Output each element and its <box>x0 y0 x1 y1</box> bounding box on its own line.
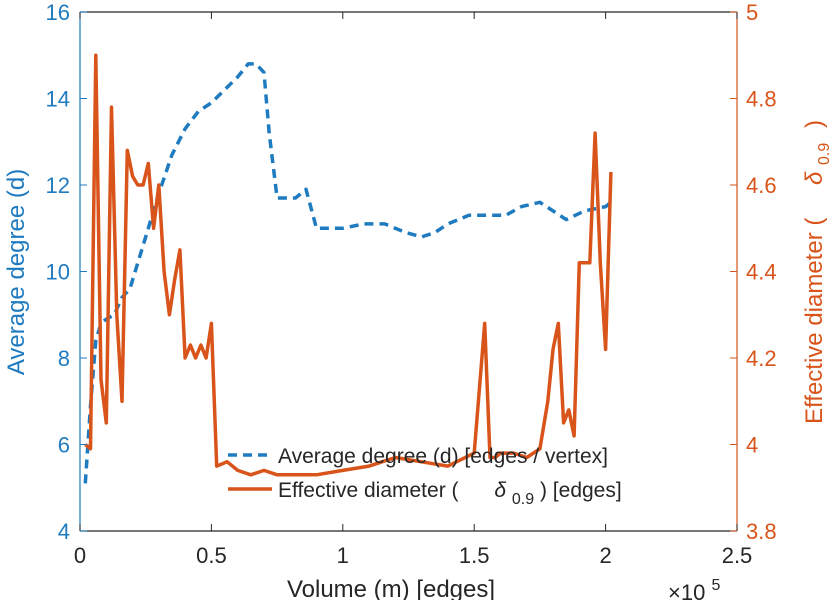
y-axis-left-title: Average degree (d) <box>3 169 30 375</box>
y-right-tick-label: 4 <box>746 433 758 458</box>
legend-label-avg-degree: Average degree (d) [edges / vertex] <box>278 445 608 468</box>
x-tick-label: 0 <box>74 543 86 568</box>
y-axis-right-title-text: Effective diameter ( <box>801 218 828 424</box>
series-line-avg-degree <box>83 62 613 484</box>
y-axis-right-title-close: ) <box>801 120 828 128</box>
x-axis-exponent-power: 5 <box>711 577 720 594</box>
y-left-tick-label: 16 <box>46 0 70 25</box>
y-left-tick-label: 14 <box>46 87 70 112</box>
y-right-tick-label: 5 <box>746 0 758 25</box>
y-axis-right-title: Effective diameter ( δ 0.9 ) <box>801 120 835 424</box>
series-line-eff-diameter <box>84 53 613 477</box>
x-axis-exponent: ×10 5 <box>668 577 720 600</box>
x-tick-label: 0.5 <box>196 543 227 568</box>
y-right-tick-label: 4.8 <box>746 87 777 112</box>
y-left-tick-label: 8 <box>58 346 70 371</box>
y-left-tick-label: 4 <box>58 519 70 544</box>
y-right-tick-label: 3.8 <box>746 519 777 544</box>
x-tick-label: 2.5 <box>722 543 753 568</box>
series-layer <box>83 53 613 484</box>
y-axis-right-title-subscript: 0.9 <box>816 143 833 165</box>
legend-label-eff-diameter-subscript: 0.9 <box>512 491 534 508</box>
x-axis-title: Volume (m) [edges] <box>287 576 495 600</box>
y-right-tick-label: 4.4 <box>746 260 777 285</box>
x-axis-exponent-base: ×10 <box>668 580 705 600</box>
legend-label-eff-diameter: Effective diameter ( δ 0.9 ) [edges] <box>278 479 622 509</box>
legend-label-eff-diameter-post: ) [edges] <box>540 479 622 502</box>
legend-label-eff-diameter-symbol: δ <box>494 479 506 502</box>
y-axis-right-title-symbol: δ <box>801 171 828 185</box>
ticks-layer: 0 0.5 1 1.5 2 2.5 4 6 8 10 12 14 16 3.8 4 4.2 4.4 4.6 4.8 5 <box>46 0 777 568</box>
y-right-tick-label: 4.6 <box>746 173 777 198</box>
legend-label-eff-diameter-pre: Effective diameter ( <box>278 479 459 502</box>
legend: Average degree (d) [edges / vertex] Effe… <box>228 445 622 509</box>
x-tick-label: 2 <box>599 543 611 568</box>
y-left-tick-label: 12 <box>46 173 70 198</box>
x-tick-label: 1.5 <box>459 543 490 568</box>
x-tick-label: 1 <box>337 543 349 568</box>
y-left-tick-label: 6 <box>58 433 70 458</box>
y-right-tick-label: 4.2 <box>746 346 777 371</box>
y-left-tick-label: 10 <box>46 260 70 285</box>
